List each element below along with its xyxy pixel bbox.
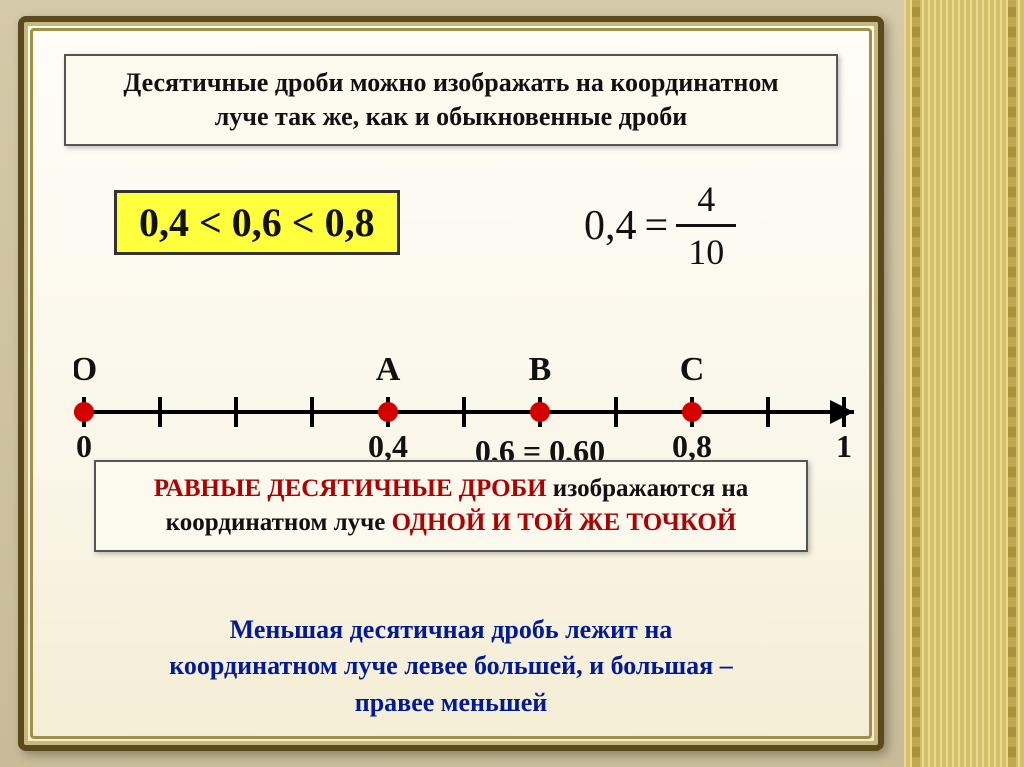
equals-sign: = xyxy=(645,202,669,250)
fraction-equation: 0,4 = 4 10 xyxy=(584,178,736,273)
axis-point-label: B xyxy=(529,351,552,388)
fraction-stack: 4 10 xyxy=(676,178,736,273)
axis-point-label: O xyxy=(74,351,97,388)
rule-red-2: ОДНОЙ И ТОЙ ЖЕ ТОЧКОЙ xyxy=(392,509,737,536)
ornament-strip xyxy=(904,0,1024,767)
rule-red-1: РАВНЫЕ ДЕСЯТИЧНЫЕ ДРОБИ xyxy=(154,475,547,502)
rule-rest-2a: координатном луче xyxy=(166,509,392,536)
fraction-lhs: 0,4 xyxy=(584,202,637,250)
fraction-denominator: 10 xyxy=(688,231,724,273)
axis-point-label: A xyxy=(376,351,401,388)
rule-line-1: РАВНЫЕ ДЕСЯТИЧНЫЕ ДРОБИ изображаются на xyxy=(112,472,790,506)
bottom-line-2: координатном луче левее большей, и больш… xyxy=(104,648,798,684)
rule-box: РАВНЫЕ ДЕСЯТИЧНЫЕ ДРОБИ изображаются на … xyxy=(94,460,808,552)
rule-line-2: координатном луче ОДНОЙ И ТОЙ ЖЕ ТОЧКОЙ xyxy=(112,506,790,540)
fraction-bar xyxy=(676,224,736,227)
slide-canvas: Десятичные дроби можно изображать на коо… xyxy=(0,0,1024,767)
slide-frame: Десятичные дроби можно изображать на коо… xyxy=(18,16,884,751)
title-line-2: луче так же, как и обыкновенные дроби xyxy=(82,100,820,134)
axis-value-label: 0 xyxy=(76,428,92,464)
axis-end-label: 1 xyxy=(836,428,852,464)
number-line: O0A0,4B0,6 = 0,60C0,81 xyxy=(74,332,848,472)
rule-rest-1: изображаются на xyxy=(547,475,749,502)
axis-value-label: 0,8 xyxy=(672,428,712,464)
bottom-text: Меньшая десятичная дробь лежит на коорди… xyxy=(104,612,798,721)
axis-value-label: 0,4 xyxy=(368,428,408,464)
title-line-1: Десятичные дроби можно изображать на коо… xyxy=(82,66,820,100)
inequality-highlight: 0,4 < 0,6 < 0,8 xyxy=(114,190,400,255)
axis-point-label: C xyxy=(680,351,705,388)
bottom-line-3: правее меньшей xyxy=(104,685,798,721)
fraction-numerator: 4 xyxy=(697,178,715,220)
bottom-line-1: Меньшая десятичная дробь лежит на xyxy=(104,612,798,648)
title-box: Десятичные дроби можно изображать на коо… xyxy=(64,54,838,146)
